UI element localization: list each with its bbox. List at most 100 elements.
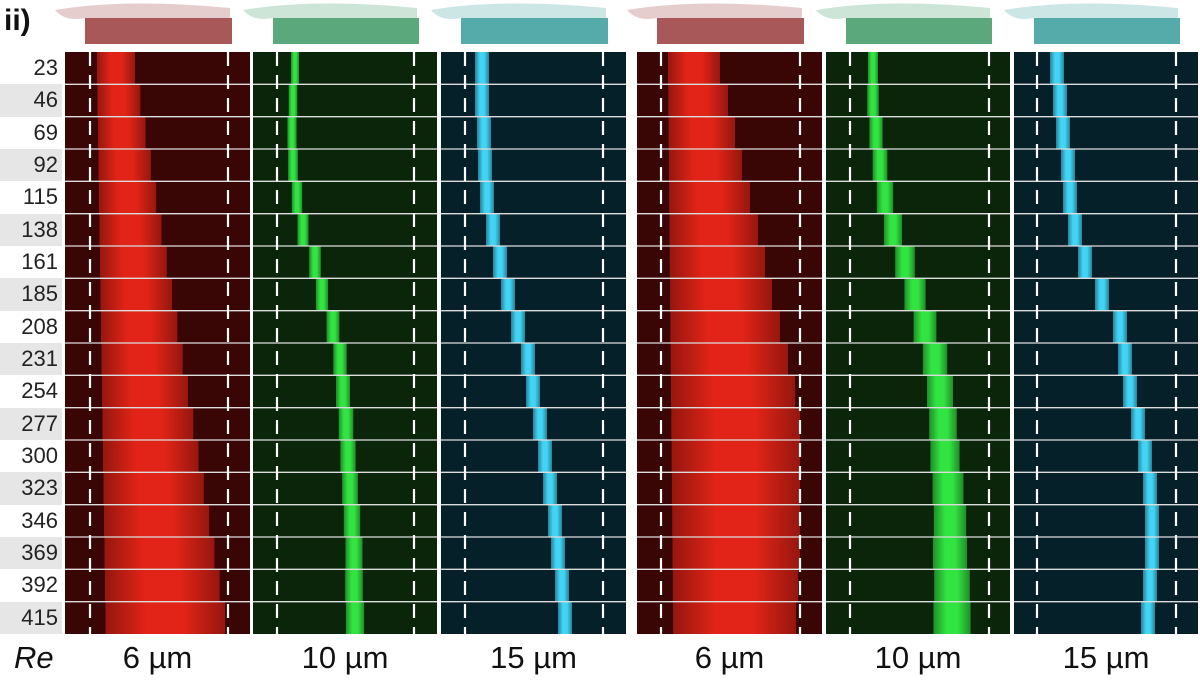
particle-streak <box>1078 246 1092 279</box>
particle-streak <box>1095 278 1109 311</box>
particle-streak <box>291 52 299 85</box>
particle-streak <box>533 407 547 440</box>
particle-streak <box>345 569 363 602</box>
reynolds-label: 231 <box>0 343 62 376</box>
particle-streak <box>98 149 151 182</box>
panel-1-red <box>55 3 250 634</box>
particle-streak <box>933 537 967 570</box>
particle-streak <box>933 601 971 634</box>
particle-streak <box>103 472 204 505</box>
particle-streak <box>538 440 552 473</box>
particle-size-label: 6 µm <box>122 640 193 675</box>
particle-streak <box>671 440 800 473</box>
reynolds-label: 208 <box>21 313 58 339</box>
particle-streak <box>486 213 500 246</box>
particle-size-label: 15 µm <box>1062 640 1150 675</box>
reynolds-label: 23 <box>33 55 58 80</box>
particle-streak <box>1061 149 1075 182</box>
particle-streak <box>475 84 489 117</box>
channel-cap-icon <box>431 3 608 44</box>
reynolds-label: 254 <box>21 378 58 404</box>
particle-streak <box>884 213 902 246</box>
particle-streak <box>872 149 888 182</box>
reynolds-label: 115 <box>22 184 58 210</box>
particle-streak <box>98 116 146 149</box>
particle-streak <box>1053 84 1067 117</box>
reynolds-label: 138 <box>0 213 62 246</box>
particle-streak <box>101 310 178 343</box>
particle-streak <box>99 213 162 246</box>
reynolds-label: 277 <box>0 407 62 440</box>
reynolds-label: 185 <box>0 278 62 311</box>
panel-4-red <box>627 3 822 634</box>
channel-cap-icon <box>243 3 419 44</box>
particle-streak <box>99 181 157 214</box>
reynolds-label: 69 <box>33 119 58 145</box>
reynolds-axis-label: Re <box>14 640 54 675</box>
particle-streak <box>1118 343 1132 376</box>
particle-streak <box>1145 504 1159 537</box>
particle-streak <box>1141 601 1155 634</box>
channel-cap-icon <box>1004 3 1180 44</box>
reynolds-label: 46 <box>0 84 62 117</box>
particle-streak <box>1131 407 1145 440</box>
particle-streak <box>1113 310 1127 343</box>
particle-streak <box>102 375 188 408</box>
panel-3-cyan <box>431 3 626 634</box>
particle-streak <box>868 52 878 85</box>
particle-streak <box>475 52 489 85</box>
particle-streak <box>1123 375 1137 408</box>
particle-streak <box>543 472 557 505</box>
particle-streak <box>922 343 948 376</box>
particle-streak <box>668 52 720 85</box>
particle-streak <box>1050 52 1064 85</box>
particle-size-label: 10 µm <box>301 640 389 675</box>
particle-streak <box>672 569 798 602</box>
reynolds-label: 161 <box>21 249 58 274</box>
particle-streak <box>343 504 361 537</box>
particle-streak <box>105 601 225 634</box>
particle-streak <box>493 246 507 279</box>
particle-streak <box>869 116 883 149</box>
particle-streak <box>671 375 795 408</box>
particle-streak <box>345 601 365 634</box>
particle-streak <box>1063 181 1077 214</box>
panel-5-green <box>816 3 1010 634</box>
particle-streak <box>480 181 494 214</box>
particle-streak <box>927 375 953 408</box>
particle-streak <box>478 149 492 182</box>
particle-streak <box>336 375 350 408</box>
particle-streak <box>669 181 750 214</box>
particle-streak <box>867 84 879 117</box>
particle-streak <box>1143 472 1157 505</box>
particle-streak <box>102 407 194 440</box>
reynolds-label: 369 <box>0 537 62 570</box>
particle-streak <box>101 343 183 376</box>
channel-cap-icon <box>55 3 232 44</box>
particle-streak <box>103 440 199 473</box>
particle-streak <box>338 407 354 440</box>
particle-streak <box>548 504 562 537</box>
particle-streak <box>558 601 572 634</box>
particle-streak <box>551 537 565 570</box>
particle-streak <box>288 84 298 117</box>
reynolds-label: 392 <box>21 572 58 598</box>
particle-streak <box>105 569 220 602</box>
particle-streak <box>670 278 772 311</box>
panel-2-green <box>243 3 437 634</box>
particle-streak <box>929 407 957 440</box>
particle-streak <box>934 569 970 602</box>
particle-streak <box>104 504 210 537</box>
particle-streak <box>521 343 535 376</box>
particle-streak <box>672 537 800 570</box>
particle-streak <box>288 149 298 182</box>
particle-streak <box>345 537 363 570</box>
particle-streak <box>297 213 309 246</box>
particle-streak <box>904 278 926 311</box>
particle-streak <box>668 84 728 117</box>
particle-streak <box>291 181 303 214</box>
particle-streak <box>1145 537 1159 570</box>
particle-streak <box>97 84 141 117</box>
panel-6-cyan <box>1004 3 1198 634</box>
